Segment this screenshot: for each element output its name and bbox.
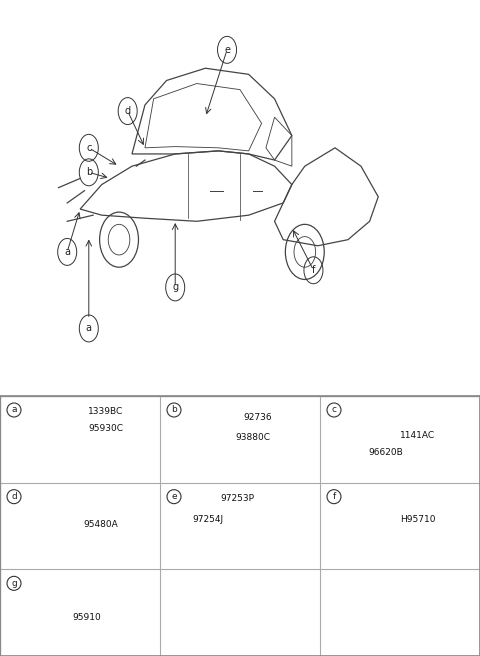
Text: a: a	[11, 405, 17, 415]
Text: 96620B: 96620B	[368, 448, 403, 457]
Text: e: e	[171, 492, 177, 501]
Text: 97253P: 97253P	[221, 494, 255, 502]
Text: 95930C: 95930C	[88, 424, 123, 434]
Text: c: c	[86, 143, 92, 153]
Text: 1339BC: 1339BC	[88, 407, 123, 416]
Text: 1141AC: 1141AC	[400, 430, 435, 440]
Bar	[0, 396, 480, 656]
Text: 95480A: 95480A	[83, 520, 118, 529]
Text: 95910: 95910	[72, 613, 101, 621]
Text: H95710: H95710	[400, 514, 435, 523]
Text: b: b	[85, 167, 92, 177]
Text: 93880C: 93880C	[235, 433, 270, 442]
Text: 97254J: 97254J	[192, 514, 223, 523]
Text: a: a	[64, 247, 70, 257]
Text: d: d	[125, 106, 131, 116]
Text: a: a	[86, 323, 92, 333]
Text: b: b	[171, 405, 177, 415]
Text: c: c	[332, 405, 336, 415]
Text: e: e	[224, 45, 230, 55]
Text: 92736: 92736	[243, 413, 272, 422]
Text: f: f	[312, 265, 315, 276]
Text: f: f	[332, 492, 336, 501]
Text: d: d	[11, 492, 17, 501]
Text: g: g	[11, 579, 17, 588]
Text: g: g	[172, 283, 178, 293]
